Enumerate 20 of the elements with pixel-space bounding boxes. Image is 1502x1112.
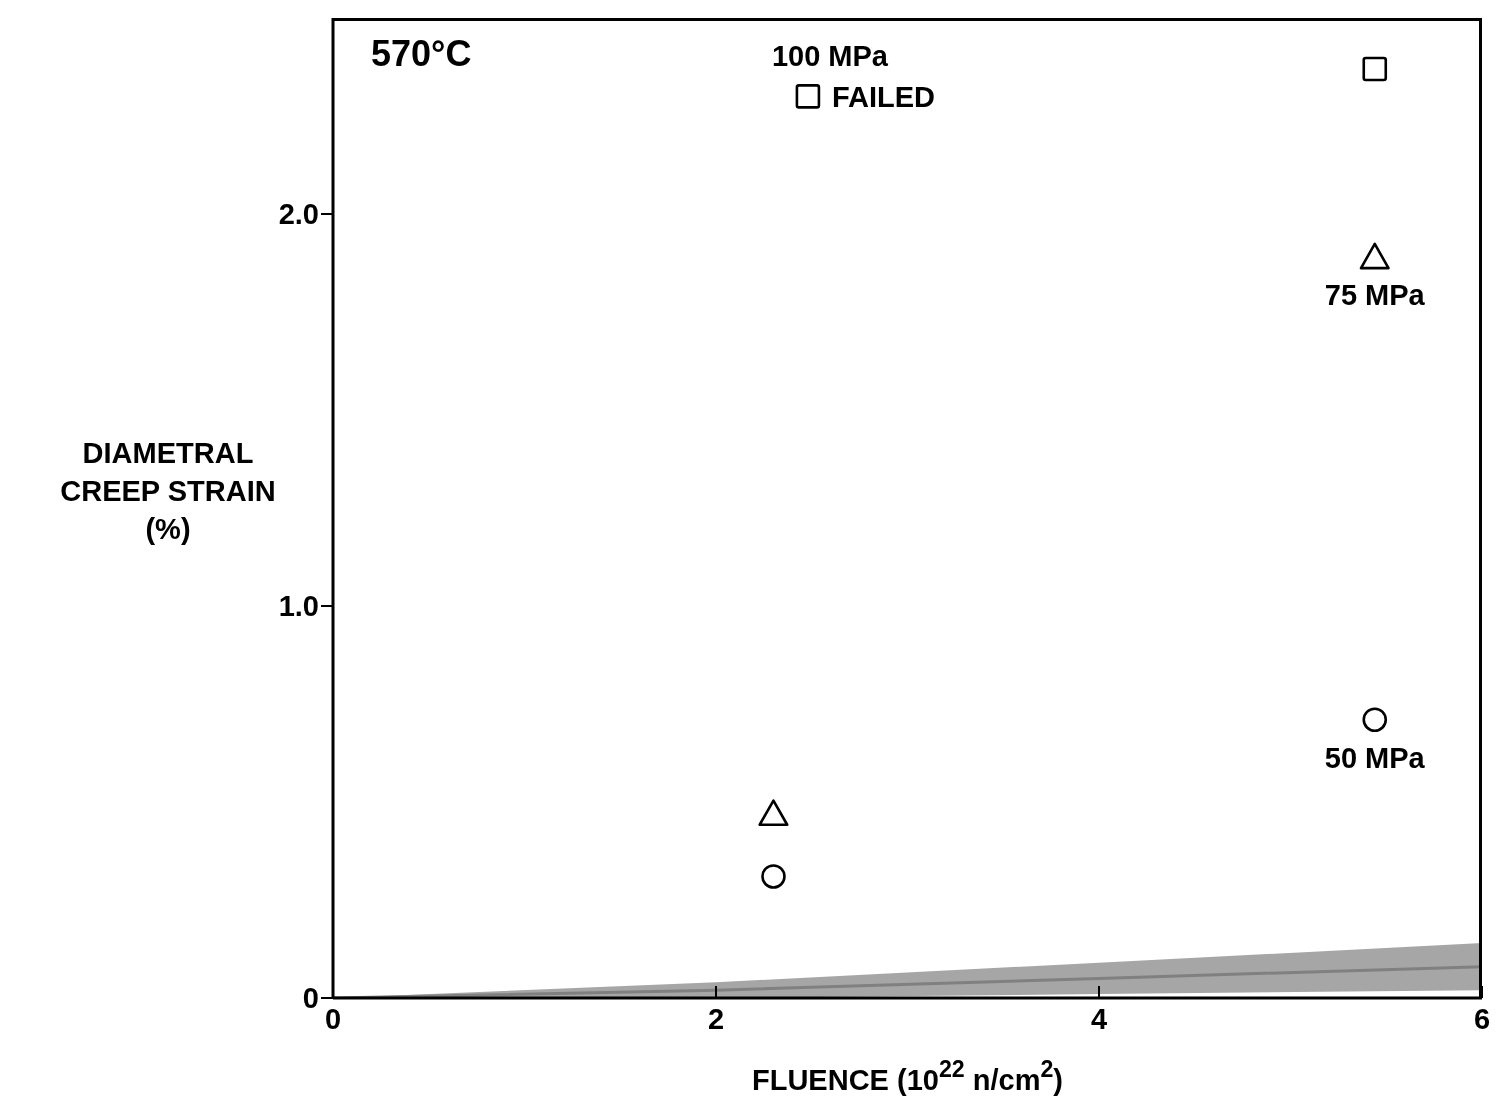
point — [1359, 242, 1390, 270]
x-tick-label: 4 — [1090, 1002, 1108, 1035]
x-axis-title: FLUENCE (10$^{22}$ n/cm$^{2}$) — [751, 1056, 1064, 1096]
point — [1362, 707, 1388, 732]
series-label: 100 MPa — [771, 40, 889, 73]
point — [761, 864, 786, 889]
x-tick-label: 0 — [324, 1002, 342, 1035]
series-label: 75 MPa — [1324, 279, 1426, 312]
y-tick-label: 0 — [302, 982, 319, 1015]
y-axis-title: DIAMETRAL CREEP STRAIN (%) — [60, 437, 276, 545]
point — [795, 84, 821, 109]
annotation: 570°C — [371, 33, 472, 74]
y-tick-label: 2.0 — [278, 198, 319, 231]
annotation: FAILED — [831, 81, 936, 114]
series-label: 50 MPa — [1324, 741, 1426, 774]
y-tick-label: 1.0 — [278, 590, 319, 623]
point — [1362, 56, 1388, 82]
x-tick-label: 6 — [1473, 1002, 1491, 1035]
x-tick-label: 2 — [707, 1002, 725, 1035]
point — [758, 799, 789, 827]
